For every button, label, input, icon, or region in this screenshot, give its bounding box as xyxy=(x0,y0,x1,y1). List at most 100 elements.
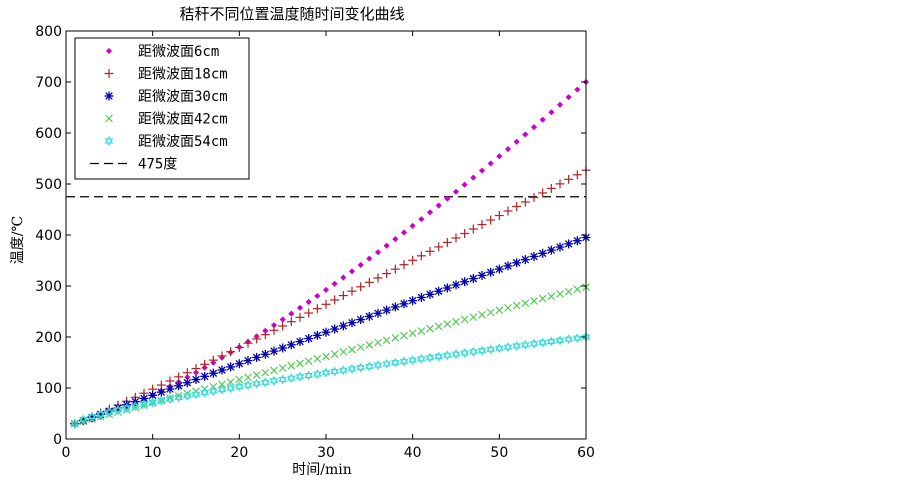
data-point xyxy=(365,361,374,372)
data-point xyxy=(434,242,444,252)
data-point xyxy=(451,349,461,360)
data-point xyxy=(564,334,573,345)
data-point xyxy=(148,397,157,408)
y-tick-label: 100 xyxy=(35,381,62,397)
data-point xyxy=(399,356,409,367)
data-point xyxy=(312,304,322,314)
data-point xyxy=(330,366,339,377)
data-point xyxy=(295,312,305,322)
data-point xyxy=(512,202,522,212)
data-point xyxy=(495,343,504,354)
data-point xyxy=(347,286,357,296)
data-point xyxy=(330,324,340,334)
data-point xyxy=(452,188,460,195)
data-point xyxy=(70,418,79,429)
data-point xyxy=(469,313,478,322)
data-point xyxy=(539,116,546,123)
data-point xyxy=(486,267,496,277)
series-4 xyxy=(70,283,590,428)
data-point xyxy=(235,375,244,384)
data-point xyxy=(434,286,444,296)
data-point xyxy=(338,321,348,331)
data-point xyxy=(338,291,348,301)
data-point xyxy=(252,334,262,344)
data-point xyxy=(191,364,201,374)
y-tick-label: 600 xyxy=(35,126,62,142)
data-point xyxy=(451,280,461,290)
data-point xyxy=(364,311,374,321)
data-point xyxy=(547,292,556,301)
data-point xyxy=(468,274,478,284)
data-point xyxy=(564,174,574,184)
data-point xyxy=(304,370,313,381)
data-point xyxy=(417,327,426,335)
data-point xyxy=(105,407,114,418)
data-point xyxy=(572,236,582,246)
data-point xyxy=(79,414,88,425)
data-point xyxy=(451,233,461,243)
data-point xyxy=(556,290,564,298)
data-point xyxy=(522,131,529,138)
data-point xyxy=(565,94,572,101)
data-point xyxy=(278,321,288,331)
data-point xyxy=(399,260,409,270)
data-point xyxy=(348,345,356,354)
y-tick-label: 300 xyxy=(35,279,62,295)
data-point xyxy=(347,363,357,374)
data-point xyxy=(174,381,184,391)
data-point xyxy=(529,251,539,261)
data-point xyxy=(139,399,149,410)
data-point xyxy=(399,299,409,309)
data-point xyxy=(416,292,426,302)
data-point xyxy=(235,381,244,392)
data-point xyxy=(183,390,192,401)
legend-marker xyxy=(104,136,114,146)
data-point xyxy=(538,188,548,198)
data-point xyxy=(226,383,235,394)
data-point xyxy=(470,174,477,181)
data-point xyxy=(364,277,374,287)
data-point xyxy=(555,179,565,189)
data-point xyxy=(321,299,331,309)
legend-label: 距微波面42cm xyxy=(138,112,228,128)
data-point xyxy=(426,209,434,216)
data-point xyxy=(287,361,296,370)
data-point xyxy=(538,248,548,258)
data-point xyxy=(373,308,383,318)
y-tick-label: 400 xyxy=(35,228,62,244)
data-point xyxy=(382,269,392,279)
data-point xyxy=(520,255,530,265)
data-point xyxy=(486,308,495,317)
data-point xyxy=(408,255,418,265)
data-point xyxy=(217,365,227,375)
data-point xyxy=(494,264,504,274)
data-point xyxy=(279,316,286,323)
data-point xyxy=(200,359,210,369)
data-point xyxy=(286,340,296,350)
data-point xyxy=(512,340,521,351)
data-point xyxy=(495,306,504,315)
data-point xyxy=(469,346,478,357)
data-point xyxy=(521,339,530,350)
data-point xyxy=(295,337,305,347)
plot-area xyxy=(66,78,591,429)
data-point xyxy=(435,202,442,209)
data-point xyxy=(443,350,452,361)
data-point xyxy=(374,249,382,256)
data-point xyxy=(243,380,253,391)
data-point xyxy=(373,273,383,283)
data-point xyxy=(226,347,236,357)
data-point xyxy=(156,387,166,397)
data-point xyxy=(269,346,279,356)
data-point xyxy=(538,337,547,348)
y-axis-label: 温度/℃ xyxy=(10,216,26,264)
data-point xyxy=(408,296,418,306)
data-point xyxy=(425,289,435,299)
data-point xyxy=(234,359,244,369)
data-point xyxy=(546,245,556,255)
data-point xyxy=(391,357,400,368)
data-point xyxy=(243,356,253,366)
data-point xyxy=(529,338,539,349)
data-point xyxy=(487,160,494,167)
